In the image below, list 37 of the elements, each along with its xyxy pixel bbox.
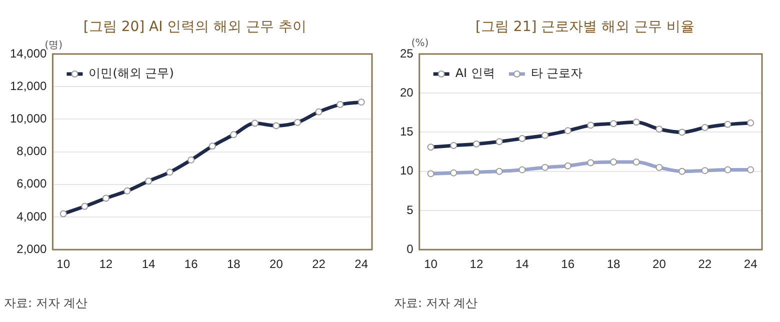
y-tick-label: 0 [406, 242, 414, 256]
x-tick-label: 10 [424, 257, 438, 272]
y-tick-label: 2,000 [16, 242, 48, 256]
y-tick-label: 5 [406, 202, 414, 217]
y-tick-label: 4,000 [16, 209, 48, 224]
y-tick-label: 6,000 [16, 176, 48, 191]
legend-label: AI 인력 [455, 66, 495, 80]
x-tick-label: 10 [56, 257, 70, 272]
y-tick-label: 8,000 [16, 144, 48, 158]
x-tick-label: 16 [184, 257, 198, 272]
x-tick-label: 14 [515, 257, 530, 272]
x-tick-label: 20 [270, 257, 284, 272]
y-tick-label: 12,000 [10, 78, 48, 93]
x-tick-label: 14 [142, 257, 156, 272]
y-tick-label: 15 [400, 124, 414, 139]
x-tick-label: 12 [99, 257, 113, 272]
legend-label: 이민(해외 근무) [88, 66, 174, 80]
x-tick-label: 22 [312, 257, 326, 272]
text: 자료: 저자 계산 [394, 295, 478, 312]
y-tick-label: 10 [400, 164, 414, 178]
x-tick-label: 12 [470, 257, 484, 272]
x-tick-label: 20 [652, 257, 666, 272]
y-tick-label: 20 [400, 85, 414, 100]
legend-label: 타 근로자 [530, 66, 583, 80]
text: 자료: 저자 계산 [4, 295, 88, 312]
x-tick-label: 24 [744, 257, 758, 272]
x-tick-label: 24 [354, 257, 368, 272]
x-tick-label: 16 [561, 257, 575, 272]
x-tick-label: 18 [606, 257, 621, 272]
y-axis-title: (%) [411, 38, 429, 49]
chart-title: [그림 21] 근로자별 해외 근무 비율 [476, 19, 694, 35]
x-tick-label: 18 [226, 257, 241, 272]
x-tick-label: 22 [698, 257, 712, 272]
chart-title: [그림 20] AI 인력의 해외 근무 추이 [82, 18, 308, 37]
y-tick-label: 10,000 [10, 112, 48, 126]
y-tick-label: 25 [400, 46, 414, 60]
y-axis-title: (명) [44, 39, 63, 51]
